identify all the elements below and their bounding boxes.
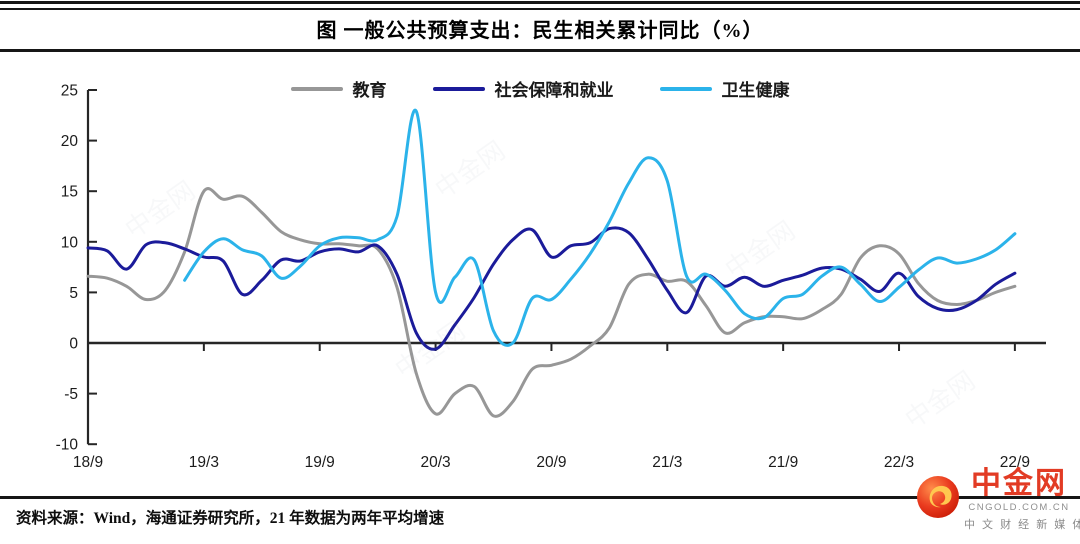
x-axis-label: 20/9: [536, 454, 566, 471]
y-axis-label: 20: [61, 133, 79, 150]
legend-label-social-security: 社会保障和就业: [494, 81, 614, 100]
health-line-swatch: [659, 86, 712, 91]
legend-label-education: 教育: [352, 81, 387, 100]
y-axis-label: -5: [64, 386, 78, 403]
cngold-logo-icon: [917, 476, 959, 518]
education-line-swatch: [290, 86, 343, 91]
series-line-0: [86, 187, 1017, 418]
x-axis-label: 21/9: [768, 454, 798, 471]
y-axis-label: 5: [69, 285, 78, 302]
title-divider-line: [0, 49, 1080, 52]
chart-legend: 教育 社会保障和就业 卫生健康: [0, 76, 1080, 101]
logo-name: 中金网: [971, 467, 1067, 500]
x-axis-label: 21/3: [652, 454, 682, 471]
legend-item-social-security: 社会保障和就业: [432, 76, 614, 101]
logo-tagline: 中 文 财 经 新 媒 体: [964, 519, 1080, 531]
social-security-line-swatch: [432, 86, 485, 91]
chart-title: 图 一般公共预算支出：民生相关累计同比（%）: [316, 20, 764, 42]
series-line-2: [183, 108, 1017, 347]
x-axis-label: 22/9: [1000, 454, 1030, 471]
x-axis-label: 19/3: [189, 454, 219, 471]
legend-item-education: 教育: [290, 76, 387, 101]
series-line-1: [86, 226, 1017, 351]
logo-domain: CNGOLD.COM.CN: [968, 502, 1070, 513]
x-axis-label: 19/9: [305, 454, 335, 471]
x-axis-label: 22/3: [884, 454, 914, 471]
footer-divider-line: [0, 496, 1080, 499]
y-axis-label: 15: [61, 184, 78, 201]
y-axis-label: 0: [69, 336, 78, 353]
y-axis-label: 10: [61, 234, 79, 251]
legend-label-health: 卫生健康: [721, 81, 790, 100]
y-axis-label: -10: [56, 437, 79, 454]
x-axis-label: 18/9: [73, 454, 103, 471]
top-border-line-2: [0, 8, 1080, 10]
legend-item-health: 卫生健康: [659, 76, 790, 101]
y-axis-label: 25: [61, 83, 78, 100]
x-axis-label: 20/3: [420, 454, 450, 471]
cngold-logo: 中金网 CNGOLD.COM.CN 中 文 财 经 新 媒 体: [902, 467, 1080, 541]
top-border-line: [0, 1, 1080, 4]
source-note: 资料来源：Wind，海通证券研究所，21 年数据为两年平均增速: [16, 510, 445, 527]
